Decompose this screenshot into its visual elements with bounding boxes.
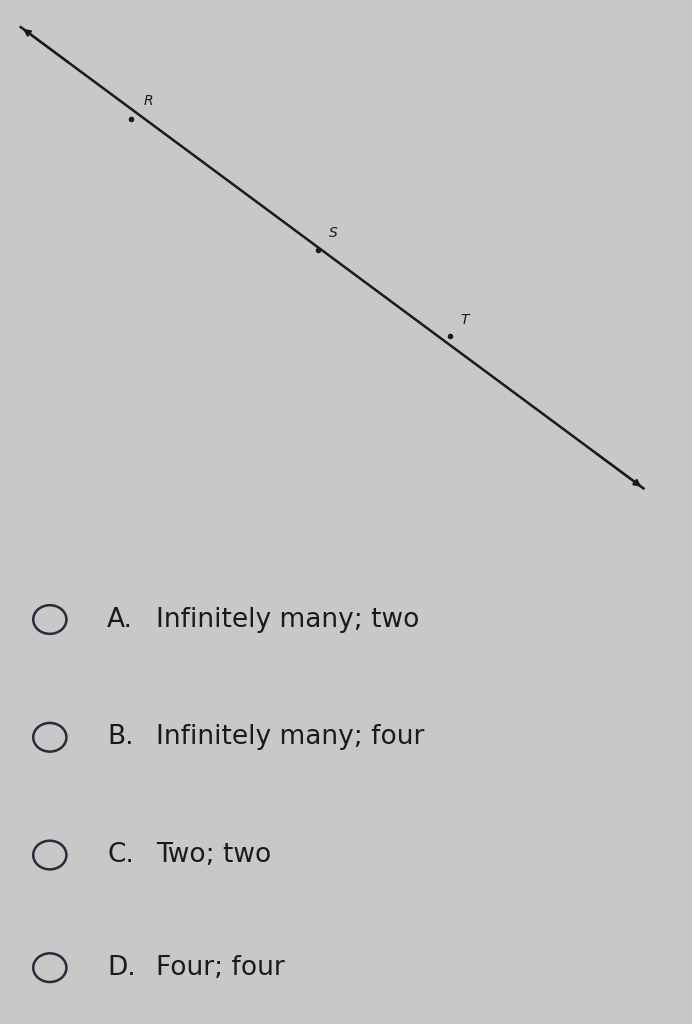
- Text: C.: C.: [107, 842, 134, 868]
- Text: D.: D.: [107, 954, 136, 981]
- Text: R: R: [144, 94, 154, 108]
- Text: T: T: [461, 313, 469, 327]
- Text: Four; four: Four; four: [156, 954, 284, 981]
- Text: S: S: [329, 226, 338, 241]
- Text: Infinitely many; two: Infinitely many; two: [156, 606, 419, 633]
- Text: Infinitely many; four: Infinitely many; four: [156, 724, 424, 751]
- Text: Two; two: Two; two: [156, 842, 271, 868]
- Text: B.: B.: [107, 724, 134, 751]
- Text: A.: A.: [107, 606, 134, 633]
